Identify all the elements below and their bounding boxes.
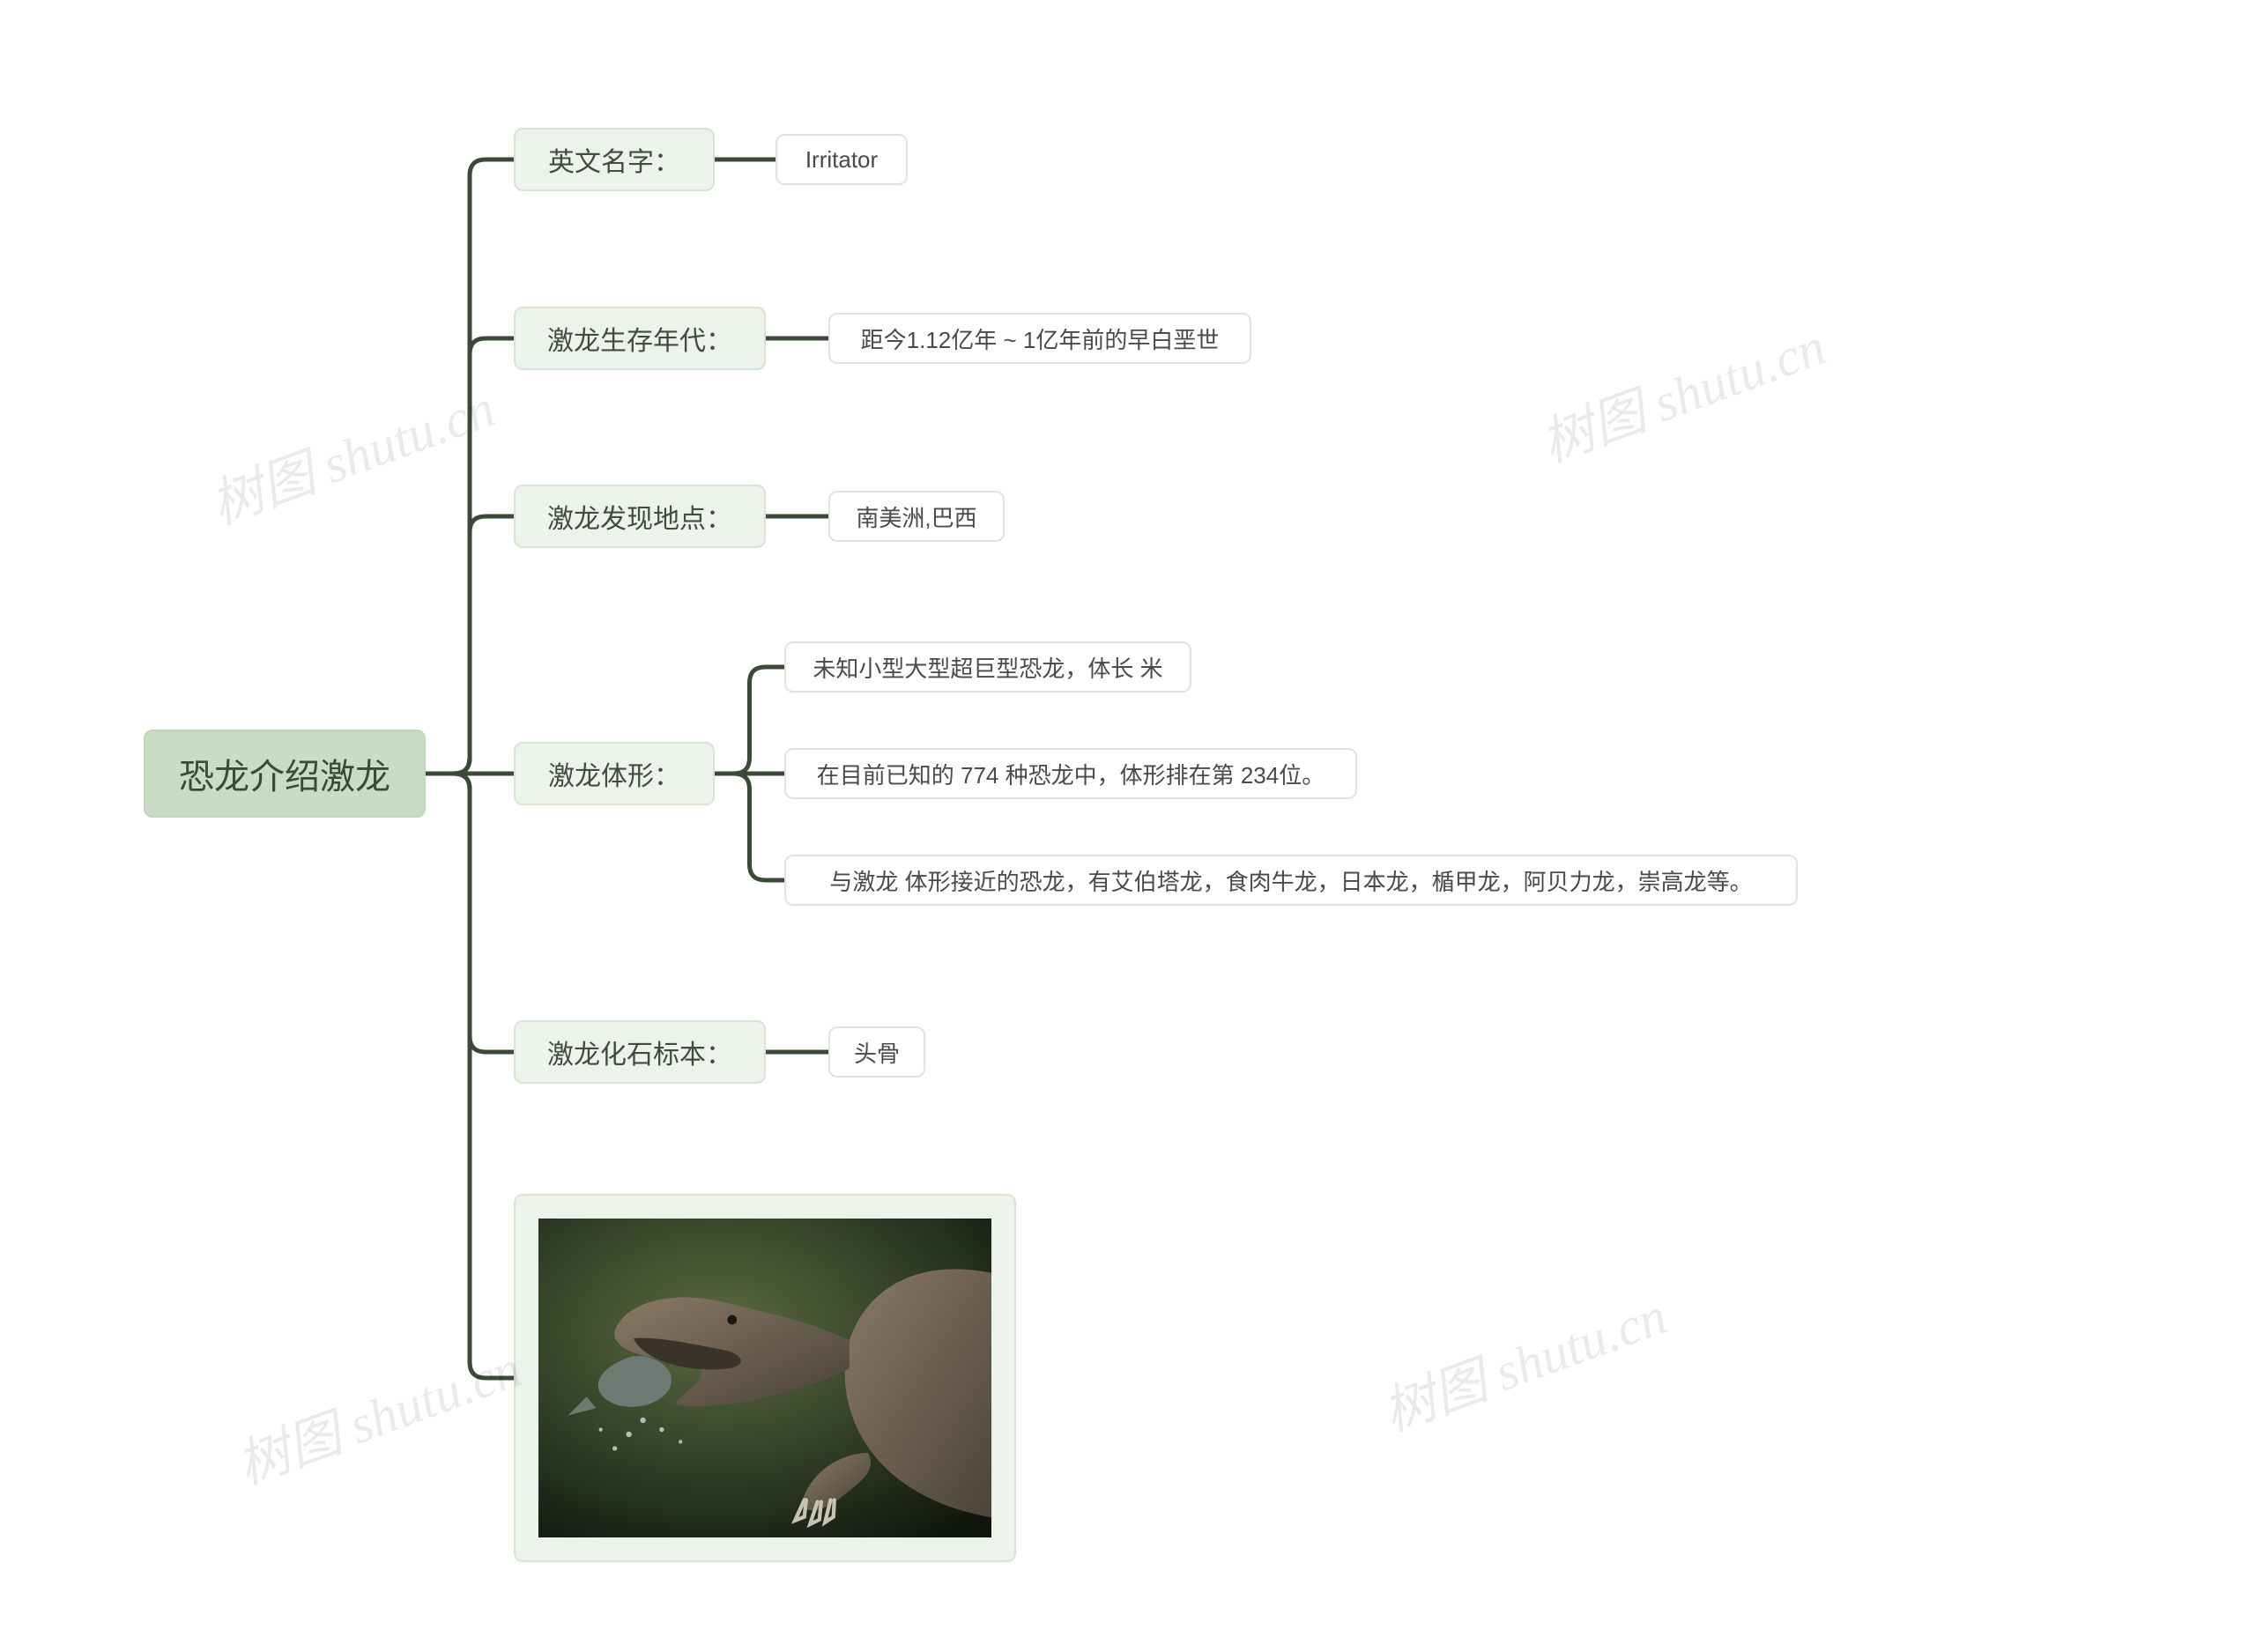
leaf-label: 头骨 xyxy=(854,1036,900,1069)
leaf-label: 南美洲,巴西 xyxy=(856,500,976,533)
watermark: 树图 shutu.cn xyxy=(198,366,503,539)
leaf-label: 在目前已知的 774 种恐龙中，体形排在第 234位。 xyxy=(817,758,1325,790)
mindmap-canvas: 恐龙介绍激龙 英文名字： Irritator 激龙生存年代： 距今1.12亿年 ~ 1… xyxy=(0,0,2256,1652)
image-node[interactable] xyxy=(514,1194,1016,1562)
branch-node[interactable]: 激龙发现地点： xyxy=(514,485,766,548)
branch-node[interactable]: 英文名字： xyxy=(514,128,715,191)
branch-label: 英文名字： xyxy=(548,140,680,179)
leaf-node[interactable]: 与激龙 体形接近的恐龙，有艾伯塔龙，食肉牛龙，日本龙，楯甲龙，阿贝力龙，崇高龙等… xyxy=(784,855,1798,906)
root-node[interactable]: 恐龙介绍激龙 xyxy=(144,730,426,818)
watermark: 树图 shutu.cn xyxy=(225,1326,530,1500)
leaf-node[interactable]: 头骨 xyxy=(828,1026,925,1078)
branch-node[interactable]: 激龙生存年代： xyxy=(514,307,766,370)
leaf-node[interactable]: 未知小型大型超巨型恐龙，体长 米 xyxy=(784,641,1191,693)
leaf-label: Irritator xyxy=(805,146,878,174)
watermark: 树图 shutu.cn xyxy=(1529,304,1834,478)
root-label: 恐龙介绍激龙 xyxy=(179,748,390,799)
image-placeholder xyxy=(538,1219,991,1537)
branch-label: 激龙发现地点： xyxy=(547,497,732,536)
leaf-label: 与激龙 体形接近的恐龙，有艾伯塔龙，食肉牛龙，日本龙，楯甲龙，阿贝力龙，崇高龙等… xyxy=(829,864,1752,897)
leaf-node[interactable]: 南美洲,巴西 xyxy=(828,491,1005,542)
branch-label: 激龙体形： xyxy=(548,754,680,793)
watermark: 树图 shutu.cn xyxy=(1370,1273,1675,1447)
branch-node[interactable]: 激龙化石标本： xyxy=(514,1020,766,1084)
leaf-node[interactable]: Irritator xyxy=(776,134,908,185)
leaf-node[interactable]: 距今1.12亿年 ~ 1亿年前的早白垩世 xyxy=(828,313,1251,364)
branch-node[interactable]: 激龙体形： xyxy=(514,742,715,805)
leaf-label: 距今1.12亿年 ~ 1亿年前的早白垩世 xyxy=(861,322,1220,355)
leaf-label: 未知小型大型超巨型恐龙，体长 米 xyxy=(813,651,1162,684)
branch-label: 激龙化石标本： xyxy=(547,1033,732,1071)
branch-label: 激龙生存年代： xyxy=(547,319,732,358)
leaf-node[interactable]: 在目前已知的 774 种恐龙中，体形排在第 234位。 xyxy=(784,748,1357,799)
